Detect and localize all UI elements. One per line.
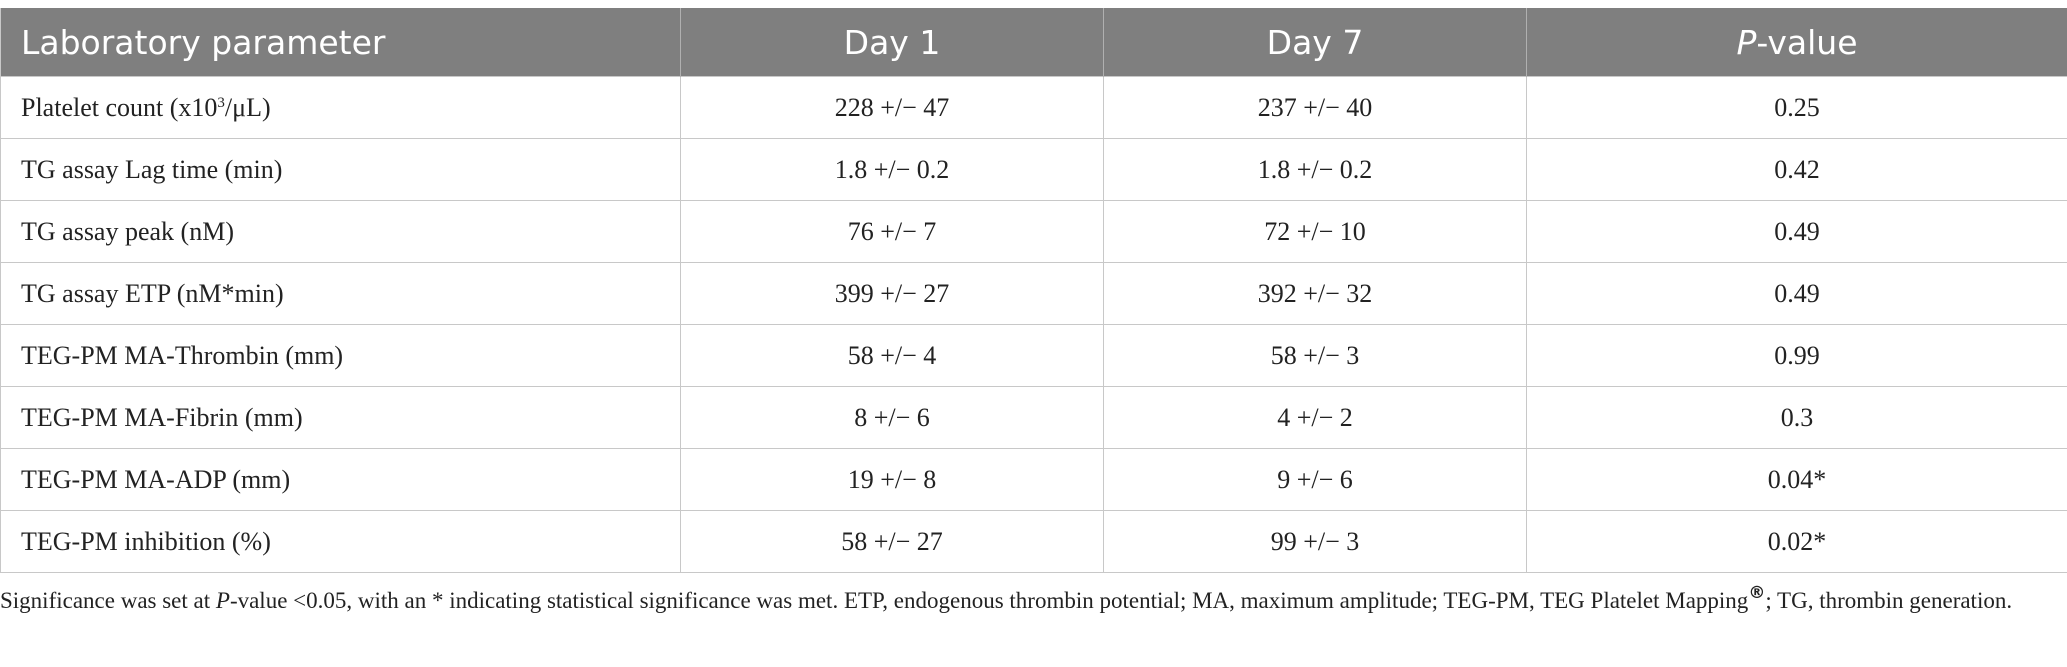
table-row: TEG-PM MA-Fibrin (mm) 8 +/− 6 4 +/− 2 0.… — [0, 386, 2067, 449]
header-laboratory-parameter: Laboratory parameter — [0, 8, 681, 77]
cell-day1: 228 +/− 47 — [680, 76, 1104, 139]
cell-day7: 9 +/− 6 — [1103, 448, 1527, 511]
table-row: Platelet count (x103/μL) 228 +/− 47 237 … — [0, 76, 2067, 139]
cell-parameter: Platelet count (x103/μL) — [0, 76, 681, 139]
cell-day7: 58 +/− 3 — [1103, 324, 1527, 387]
results-table: Laboratory parameter Day 1 Day 7 P-value… — [0, 8, 2067, 573]
param-text: Platelet count (x10 — [21, 92, 218, 122]
cell-parameter: TEG-PM MA-Fibrin (mm) — [0, 386, 681, 449]
table-row: TG assay ETP (nM*min) 399 +/− 27 392 +/−… — [0, 262, 2067, 325]
footnote-text: ; TG, thrombin generation. — [1765, 588, 2013, 613]
footnote-text: -value <0.05, with an * indicating stati… — [229, 588, 1749, 613]
cell-pvalue: 0.49 — [1526, 200, 2067, 263]
cell-day1: 8 +/− 6 — [680, 386, 1104, 449]
cell-day1: 76 +/− 7 — [680, 200, 1104, 263]
cell-pvalue: 0.49 — [1526, 262, 2067, 325]
table-row: TEG-PM inhibition (%) 58 +/− 27 99 +/− 3… — [0, 510, 2067, 573]
cell-parameter: TEG-PM inhibition (%) — [0, 510, 681, 573]
table-row: TG assay Lag time (min) 1.8 +/− 0.2 1.8 … — [0, 138, 2067, 201]
cell-parameter: TEG-PM MA-Thrombin (mm) — [0, 324, 681, 387]
cell-day7: 392 +/− 32 — [1103, 262, 1527, 325]
cell-day1: 58 +/− 27 — [680, 510, 1104, 573]
footnote-text: Significance was set at — [0, 588, 216, 613]
cell-day7: 1.8 +/− 0.2 — [1103, 138, 1527, 201]
table-header: Laboratory parameter Day 1 Day 7 P-value — [0, 8, 2067, 77]
cell-day7: 99 +/− 3 — [1103, 510, 1527, 573]
cell-day7: 72 +/− 10 — [1103, 200, 1527, 263]
cell-day7: 237 +/− 40 — [1103, 76, 1527, 139]
cell-parameter: TG assay Lag time (min) — [0, 138, 681, 201]
cell-day7: 4 +/− 2 — [1103, 386, 1527, 449]
results-table-container: Laboratory parameter Day 1 Day 7 P-value… — [0, 8, 2067, 573]
cell-day1: 1.8 +/− 0.2 — [680, 138, 1104, 201]
param-superscript: 3 — [217, 94, 225, 111]
cell-parameter: TG assay peak (nM) — [0, 200, 681, 263]
registered-mark: ® — [1748, 583, 1766, 603]
cell-pvalue: 0.04* — [1526, 448, 2067, 511]
header-p-rest: -value — [1756, 22, 1858, 62]
param-text-suffix: /μL) — [224, 92, 271, 122]
cell-day1: 19 +/− 8 — [680, 448, 1104, 511]
cell-day1: 399 +/− 27 — [680, 262, 1104, 325]
table-row: TEG-PM MA-ADP (mm) 19 +/− 8 9 +/− 6 0.04… — [0, 448, 2067, 511]
table-row: TG assay peak (nM) 76 +/− 7 72 +/− 10 0.… — [0, 200, 2067, 263]
table-footnote: Significance was set at P-value <0.05, w… — [0, 584, 2060, 617]
cell-parameter: TG assay ETP (nM*min) — [0, 262, 681, 325]
cell-day1: 58 +/− 4 — [680, 324, 1104, 387]
cell-pvalue: 0.25 — [1526, 76, 2067, 139]
header-row: Laboratory parameter Day 1 Day 7 P-value — [0, 8, 2067, 77]
footnote-p-italic: P — [215, 588, 230, 613]
table-body: Platelet count (x103/μL) 228 +/− 47 237 … — [0, 76, 2067, 573]
cell-parameter: TEG-PM MA-ADP (mm) — [0, 448, 681, 511]
cell-pvalue: 0.42 — [1526, 138, 2067, 201]
cell-pvalue: 0.3 — [1526, 386, 2067, 449]
table-row: TEG-PM MA-Thrombin (mm) 58 +/− 4 58 +/− … — [0, 324, 2067, 387]
cell-pvalue: 0.99 — [1526, 324, 2067, 387]
header-day-7: Day 7 — [1103, 8, 1527, 77]
cell-pvalue: 0.02* — [1526, 510, 2067, 573]
header-p-italic: P — [1736, 22, 1757, 62]
header-day-1: Day 1 — [680, 8, 1104, 77]
header-p-value: P-value — [1526, 8, 2067, 77]
